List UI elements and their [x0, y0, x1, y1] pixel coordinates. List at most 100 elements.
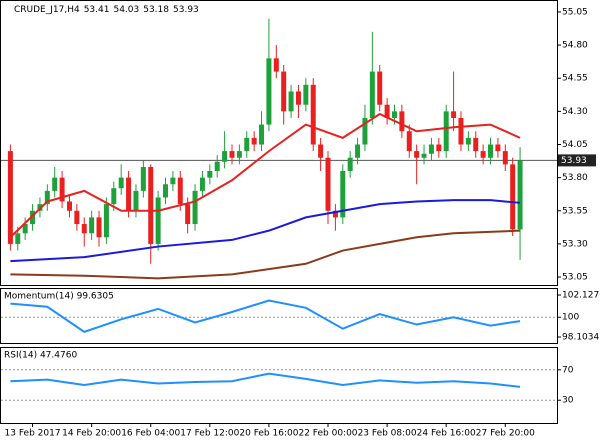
candle-body — [384, 104, 390, 118]
panel-frame — [0, 347, 558, 424]
y-tick-label: 70 — [562, 365, 574, 375]
y-tick-label: 53.05 — [562, 273, 588, 283]
indicator-line — [10, 199, 521, 263]
candle-body — [428, 144, 434, 154]
x-tick-label: 13 Feb 2017 — [5, 429, 61, 439]
candle-body — [185, 204, 191, 225]
candle-body — [488, 144, 494, 158]
candle-body — [340, 171, 346, 218]
candle-body — [7, 151, 13, 244]
candle-body — [399, 111, 405, 132]
x-tick-label: 14 Feb 20:00 — [62, 429, 121, 439]
chart-title: CRUDE_J17,H4 53.41 54.03 53.18 53.93 — [14, 5, 199, 15]
panel-frame — [0, 288, 558, 344]
candle-body — [495, 144, 501, 152]
indicator-line — [10, 372, 521, 388]
candle-body — [480, 151, 486, 158]
candle-body — [458, 117, 464, 145]
x-tick-label: 17 Feb 12:00 — [180, 429, 239, 439]
candle-body — [332, 210, 338, 218]
high-value: 54.03 — [113, 5, 139, 15]
candle-body — [421, 153, 427, 158]
y-tick-label: 53.30 — [562, 239, 588, 249]
candle-body — [52, 177, 58, 191]
candle-body — [103, 204, 109, 238]
candle-body — [288, 91, 294, 112]
x-tick-label: 23 Feb 08:00 — [358, 429, 417, 439]
candle-body — [355, 144, 361, 158]
candle-body — [406, 131, 412, 152]
candle-body — [66, 201, 72, 211]
y-tick-label: 54.05 — [562, 140, 588, 150]
candle-body — [251, 137, 257, 145]
last-price-box — [558, 154, 596, 167]
candle-body — [325, 157, 331, 211]
close-value: 53.93 — [173, 5, 199, 15]
candle-body — [177, 177, 183, 205]
x-tick-label: 22 Feb 00:00 — [298, 429, 357, 439]
x-tick-label: 27 Feb 20:00 — [476, 429, 535, 439]
candle-body — [259, 124, 265, 145]
candle-body — [229, 151, 235, 158]
candle-body — [214, 161, 220, 171]
indicator-line — [10, 299, 521, 333]
candle-body — [140, 167, 146, 191]
candle-body — [118, 177, 124, 189]
candle-body — [236, 151, 242, 158]
candle-body — [244, 137, 250, 152]
y-tick-label: 54.80 — [562, 41, 588, 51]
candle-body — [517, 160, 523, 230]
y-tick-label: 100 — [562, 313, 579, 323]
candle-body — [170, 177, 176, 185]
candle-body — [273, 58, 279, 72]
indicator-line — [10, 229, 521, 280]
candle-body — [377, 71, 383, 105]
candle-body — [15, 233, 21, 244]
y-tick-label: 53.55 — [562, 206, 588, 216]
y-tick-label: 54.55 — [562, 74, 588, 84]
candle-body — [414, 151, 420, 158]
y-tick-label: 98.1034 — [562, 333, 599, 343]
candle-body — [30, 210, 36, 225]
candle-body — [74, 210, 80, 225]
candle-body — [281, 71, 287, 112]
candle-body — [96, 217, 102, 238]
candle-body — [155, 197, 161, 244]
panel-title: Momentum(14) 99.6305 — [4, 292, 114, 302]
indicator-line — [9, 112, 521, 238]
candle-body — [266, 58, 272, 125]
candle-body — [44, 190, 50, 205]
candle-body — [391, 111, 397, 118]
candle-body — [148, 167, 154, 244]
y-tick-label: 102.1276 — [562, 291, 600, 301]
candle-body — [465, 137, 471, 145]
candle-body — [436, 144, 442, 152]
x-tick-label: 20 Feb 16:00 — [239, 429, 298, 439]
candle-body — [347, 157, 353, 171]
candle-body — [295, 91, 301, 105]
candle-body — [89, 217, 95, 234]
candle-body — [443, 111, 449, 152]
candle-body — [473, 137, 479, 152]
x-tick-label: 24 Feb 16:00 — [417, 429, 476, 439]
open-value: 53.41 — [84, 5, 110, 15]
candle-body — [126, 177, 132, 211]
low-value: 53.18 — [143, 5, 169, 15]
candle-body — [163, 184, 169, 198]
candle-body — [318, 144, 324, 158]
y-tick-label: 55.05 — [562, 7, 588, 17]
candle-body — [133, 190, 139, 211]
candle-body — [59, 177, 65, 202]
candle-body — [22, 224, 28, 234]
candle-body — [369, 71, 375, 118]
candle-body — [199, 177, 205, 191]
y-tick-label: 30 — [562, 396, 574, 406]
candle-body — [222, 151, 228, 162]
y-tick-label: 54.30 — [562, 107, 588, 117]
candle-body — [207, 171, 213, 178]
candle-body — [502, 151, 508, 165]
candle-body — [111, 188, 117, 205]
y-tick-label: 53.80 — [562, 173, 588, 183]
symbol: CRUDE_J17,H4 — [14, 5, 80, 15]
